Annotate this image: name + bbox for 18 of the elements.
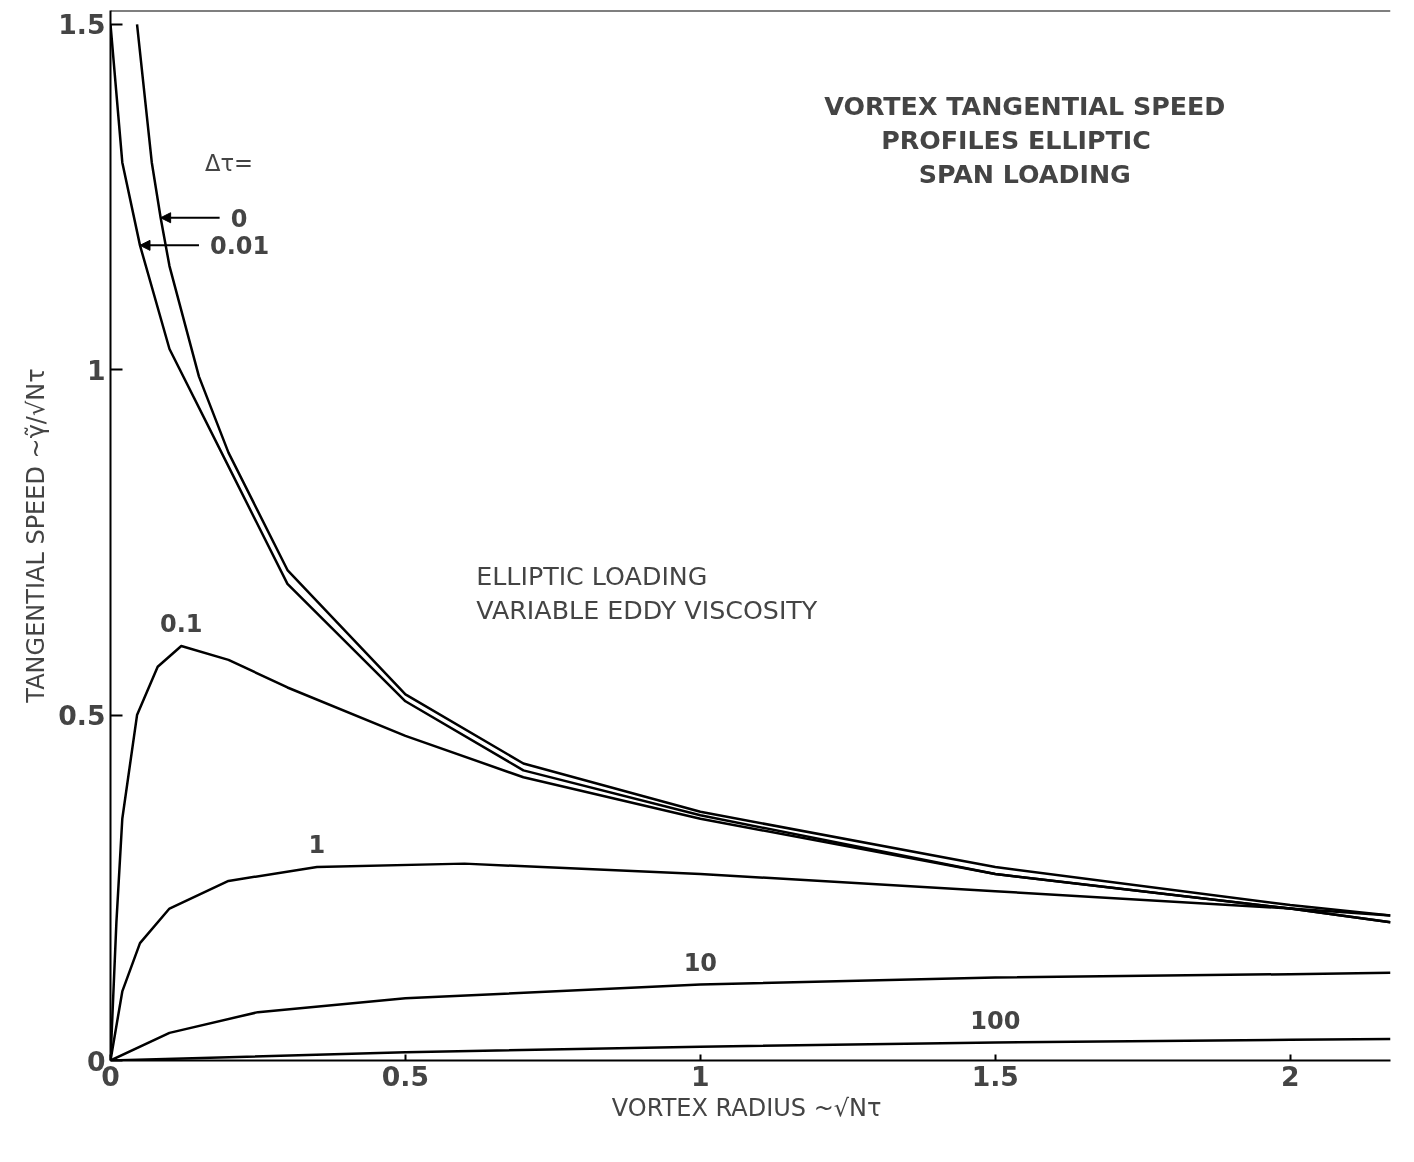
y-tick-label: 1 [86, 354, 106, 386]
y-tick-label: 1.5 [58, 9, 106, 41]
annotation: 0.1 [160, 610, 203, 639]
x-tick-label: 1.5 [971, 1060, 1019, 1092]
y-tick-label: 0.5 [58, 700, 106, 732]
annotation: 1 [308, 831, 326, 860]
annotation: 100 [970, 1006, 1021, 1035]
text: ELLIPTIC LOADING VARIABLE EDDY VISCOSITY [476, 560, 818, 625]
legend-title: Δτ= [204, 150, 253, 177]
annotation: 0.01 [209, 232, 270, 261]
y-axis-title: TANGENTIAL SPEED ~γ̃/√Nτ [22, 368, 51, 704]
text: VORTEX TANGENTIAL SPEED PROFILES ELLIPTIC SPAN LOADING [824, 91, 1226, 190]
annotation: 10 [683, 948, 718, 977]
annotation: 0 [230, 204, 248, 233]
x-tick-label: 0.5 [381, 1060, 430, 1092]
x-tick-label: 2 [1280, 1060, 1300, 1092]
x-tick-label: 1 [691, 1060, 710, 1092]
x-axis-title: VORTEX RADIUS ~√Nτ [611, 1093, 882, 1122]
